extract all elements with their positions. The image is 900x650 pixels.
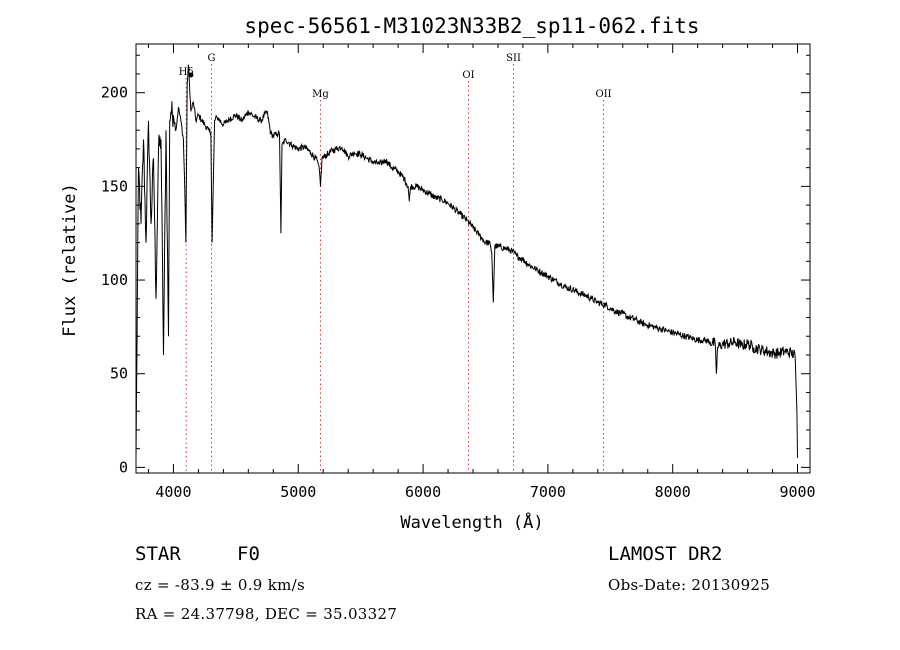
y-tick-label: 150 — [101, 177, 128, 195]
line-marker-label: G — [208, 53, 216, 64]
line-marker-label: Mg — [312, 89, 329, 100]
obs-date: Obs-Date: 20130925 — [608, 576, 771, 594]
y-tick-label: 200 — [101, 84, 128, 102]
y-tick-label: 100 — [101, 271, 128, 289]
x-tick-label: 7000 — [530, 483, 566, 501]
x-axis-label: Wavelength (Å) — [400, 511, 543, 533]
y-tick-label: 50 — [110, 365, 128, 383]
spectrum-line — [135, 64, 798, 459]
axis-ticks: 4000 5000 6000 7000 8000 9000 0 50 100 150 200 — [101, 44, 816, 501]
redshift-info: cz = -83.9 ± 0.9 km/s — [135, 576, 305, 594]
chart-title: spec-56561-M31023N33B2_sp11-062.fits — [244, 14, 699, 38]
survey-name: LAMOST DR2 — [608, 543, 723, 565]
y-axis-label: Flux (relative) — [60, 183, 80, 337]
line-markers: Hδ G Mg OI SII OII — [179, 53, 612, 473]
line-marker-label: Hδ — [179, 67, 194, 78]
x-tick-label: 5000 — [280, 483, 316, 501]
object-subclass: F0 — [237, 543, 260, 565]
coordinates: RA = 24.37798, DEC = 35.03327 — [135, 605, 398, 623]
x-tick-label: 6000 — [405, 483, 441, 501]
line-marker-label: OI — [462, 70, 474, 81]
object-class: STAR — [135, 543, 181, 565]
line-marker-label: SII — [506, 53, 521, 64]
x-tick-label: 9000 — [779, 483, 815, 501]
line-marker-label: OII — [596, 89, 612, 100]
plot-frame — [135, 43, 811, 474]
x-tick-label: 4000 — [155, 483, 191, 501]
x-tick-label: 8000 — [655, 483, 691, 501]
peak-marker-dot — [188, 72, 194, 78]
y-tick-label: 0 — [119, 458, 128, 476]
